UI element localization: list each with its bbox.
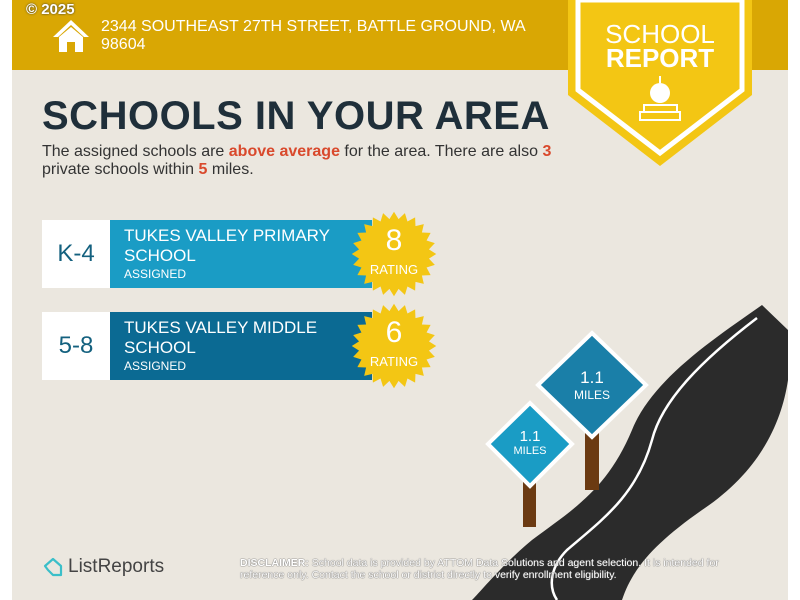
rating-value: 6	[385, 316, 403, 349]
school-row[interactable]: 5-8 TUKES VALLEY MIDDLE SCHOOL ASSIGNED …	[42, 303, 442, 389]
rating-label: RATING	[369, 354, 419, 369]
logo-icon	[43, 557, 63, 577]
school-name: TUKES VALLEY PRIMARY SCHOOL	[124, 226, 330, 265]
badge-title: SCHOOL REPORT	[568, 19, 752, 73]
summary-part: miles.	[207, 161, 254, 178]
sign-distance: 1.1	[580, 368, 604, 387]
house-icon	[53, 20, 89, 52]
school-status: ASSIGNED	[124, 359, 187, 373]
private-count: 3	[542, 143, 552, 160]
school-row[interactable]: K-4 TUKES VALLEY PRIMARY SCHOOL ASSIGNED…	[42, 211, 442, 297]
distance-sign-small	[485, 400, 575, 489]
rating-label: RATING	[369, 262, 419, 277]
sign-large-text: 1.1 MILES	[562, 368, 622, 402]
grade-range: K-4	[42, 220, 110, 288]
summary-highlight: above average	[228, 143, 340, 160]
summary-part: The assigned schools are	[42, 143, 229, 160]
disclaimer: DISCLAIMER: School data is provided by A…	[240, 557, 760, 581]
sign-distance: 1.1	[519, 428, 541, 445]
disclaimer-label: DISCLAIMER:	[240, 557, 309, 569]
badge-line1: SCHOOL	[605, 19, 715, 49]
rating-starburst-icon	[351, 303, 437, 389]
listreports-logo[interactable]: ListReports	[42, 556, 164, 578]
sign-small-text: 1.1 MILES	[500, 428, 560, 457]
school-report-page: 1.1 MILES 1.1 MILES © 2025 2344 SOUTHEAS…	[12, 0, 788, 600]
summary-part: private schools within	[42, 161, 199, 178]
school-report-badge	[568, 0, 752, 166]
page-title: SCHOOLS IN YOUR AREA	[42, 94, 550, 138]
school-info: TUKES VALLEY MIDDLE SCHOOL ASSIGNED	[110, 312, 372, 380]
property-address: 2344 SOUTHEAST 27TH STREET, BATTLE GROUN…	[101, 18, 525, 53]
badge-line2: REPORT	[605, 43, 715, 73]
miles-value: 5	[198, 161, 208, 178]
sign-unit: MILES	[513, 445, 547, 457]
distance-sign-large	[535, 330, 649, 440]
rating-value: 8	[385, 224, 403, 257]
summary-text: The assigned schools are above average f…	[42, 143, 562, 179]
summary-part: for the area. There are also	[339, 143, 543, 160]
school-status: ASSIGNED	[124, 267, 187, 281]
sign-unit: MILES	[573, 388, 610, 402]
disclaimer-text: School data is provided by ATTOM Data So…	[240, 557, 719, 581]
school-info: TUKES VALLEY PRIMARY SCHOOL ASSIGNED	[110, 220, 372, 288]
apple-books-icon	[639, 76, 681, 121]
rating-starburst-icon	[351, 211, 437, 297]
grade-range: 5-8	[42, 312, 110, 380]
road-illustration	[472, 305, 788, 600]
brand-name: ListReports	[68, 556, 165, 577]
school-name: TUKES VALLEY MIDDLE SCHOOL	[124, 318, 318, 357]
copyright: © 2025	[26, 1, 75, 18]
